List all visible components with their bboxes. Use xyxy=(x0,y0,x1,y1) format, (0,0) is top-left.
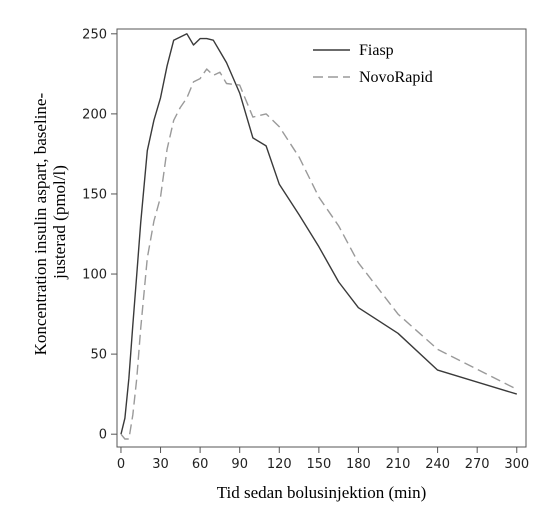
legend-label-novorapid: NovoRapid xyxy=(359,69,433,86)
x-tick-label: 150 xyxy=(306,457,331,472)
y-tick-label: 250 xyxy=(82,27,107,42)
legend: Fiasp NovoRapid xyxy=(313,42,433,86)
y-axis-title-line-1: Koncentration insulin aspart, baseline- xyxy=(31,93,50,356)
x-tick-label: 300 xyxy=(504,457,529,472)
x-tick-label: 270 xyxy=(465,457,490,472)
y-tick-label: 0 xyxy=(99,428,107,443)
x-tick-label: 120 xyxy=(267,457,292,472)
x-tick-label: 0 xyxy=(117,457,125,472)
y-tick-label: 100 xyxy=(82,268,107,283)
x-tick-label: 30 xyxy=(152,457,169,472)
series-layer xyxy=(120,33,518,440)
y-axis-title: Koncentration insulin aspart, baseline- … xyxy=(31,89,69,356)
y-axis: 0 50 100 150 200 250 xyxy=(82,27,117,443)
x-axis-title: Tid sedan bolusinjektion (min) xyxy=(217,483,427,502)
series-line-novorapid xyxy=(120,68,518,440)
x-tick-label: 60 xyxy=(192,457,209,472)
y-tick-label: 50 xyxy=(90,348,107,363)
plot-area-frame xyxy=(116,28,527,448)
x-tick-label: 240 xyxy=(425,457,450,472)
x-tick-label: 90 xyxy=(231,457,248,472)
y-tick-label: 150 xyxy=(82,187,107,202)
x-tick-label: 210 xyxy=(386,457,411,472)
x-axis: 0 30 60 90 120 150 180 210 240 270 300 xyxy=(117,447,529,472)
y-tick-label: 200 xyxy=(82,107,107,122)
legend-label-fiasp: Fiasp xyxy=(359,42,394,59)
x-tick-label: 180 xyxy=(346,457,371,472)
series-line-fiasp xyxy=(120,33,518,435)
y-axis-title-line-2: justerad (pmol/l) xyxy=(50,165,69,280)
